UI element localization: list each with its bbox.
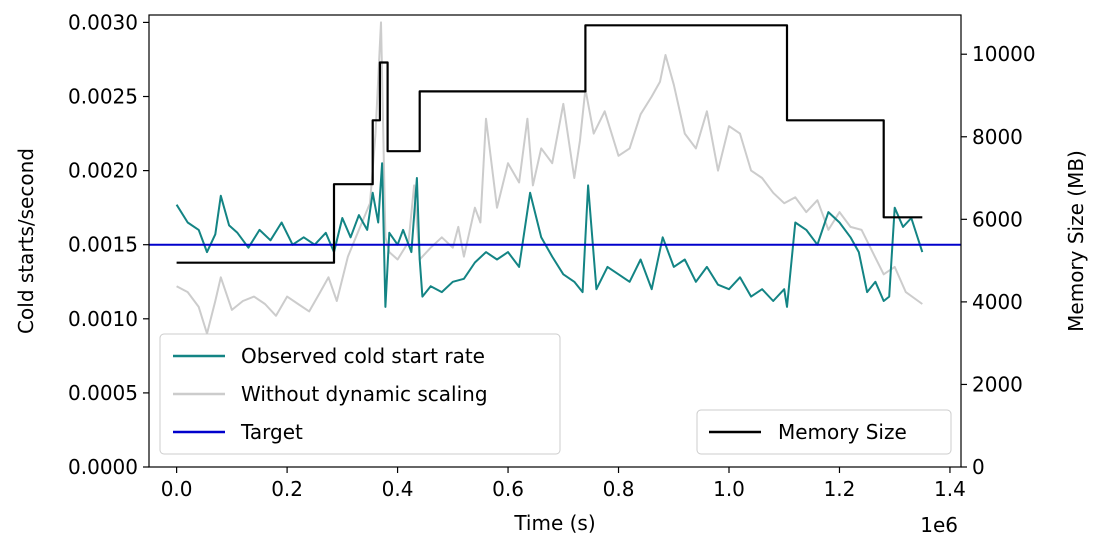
series-layer xyxy=(149,21,961,335)
y-tick-label: 0.0030 xyxy=(68,10,138,34)
x-tick-label: 1.4 xyxy=(934,477,966,501)
x-axis-ticks: 0.0 0.2 0.4 0.6 0.8 1.0 1.2 1.4 xyxy=(161,467,966,501)
y-tick-label: 0.0015 xyxy=(68,233,138,257)
y2-tick-label: 4000 xyxy=(972,290,1023,314)
y2-axis-ticks: 0 2000 4000 6000 8000 10000 xyxy=(961,42,1036,479)
y-tick-label: 0.0000 xyxy=(68,455,138,479)
legend-label-observed: Observed cold start rate xyxy=(241,344,485,368)
series-without-scaling-line xyxy=(176,21,923,335)
legend-main: Observed cold start rate Without dynamic… xyxy=(159,333,561,455)
y-tick-label: 0.0005 xyxy=(68,381,138,405)
series-observed-line xyxy=(175,162,924,308)
legend-label-target: Target xyxy=(240,420,303,444)
plot-frame xyxy=(148,14,962,468)
y-tick-label: 0.0020 xyxy=(68,159,138,183)
y2-tick-label: 6000 xyxy=(972,207,1023,231)
x-tick-label: 1.2 xyxy=(824,477,856,501)
x-axis-label: Time (s) xyxy=(513,511,595,535)
series-memory-line xyxy=(176,24,923,264)
x-tick-label: 0.4 xyxy=(382,477,414,501)
x-tick-label: 0.6 xyxy=(492,477,524,501)
y-tick-label: 0.0010 xyxy=(68,307,138,331)
x-tick-label: 0.0 xyxy=(161,477,193,501)
y2-tick-label: 2000 xyxy=(972,372,1023,396)
x-axis-offset-label: 1e6 xyxy=(920,513,958,537)
y2-tick-label: 8000 xyxy=(972,125,1023,149)
x-tick-label: 1.0 xyxy=(713,477,745,501)
y-axis-ticks: 0.0000 0.0005 0.0010 0.0015 0.0020 0.0025 0.00… xyxy=(68,10,149,479)
legend-label-without-scaling: Without dynamic scaling xyxy=(241,382,488,406)
y-tick-label: 0.0025 xyxy=(68,85,138,109)
y2-tick-label: 10000 xyxy=(972,42,1036,66)
x-tick-label: 0.2 xyxy=(271,477,303,501)
x-tick-label: 0.8 xyxy=(603,477,635,501)
legend-main-frame xyxy=(159,333,561,455)
legend-secondary: Memory Size xyxy=(696,409,952,455)
y2-axis-label: Memory Size (MB) xyxy=(1064,150,1088,332)
legend-secondary-frame xyxy=(696,409,952,455)
legend-label-memory: Memory Size xyxy=(778,420,907,444)
y2-tick-label: 0 xyxy=(972,455,985,479)
y-axis-label: Cold starts/second xyxy=(14,148,38,334)
